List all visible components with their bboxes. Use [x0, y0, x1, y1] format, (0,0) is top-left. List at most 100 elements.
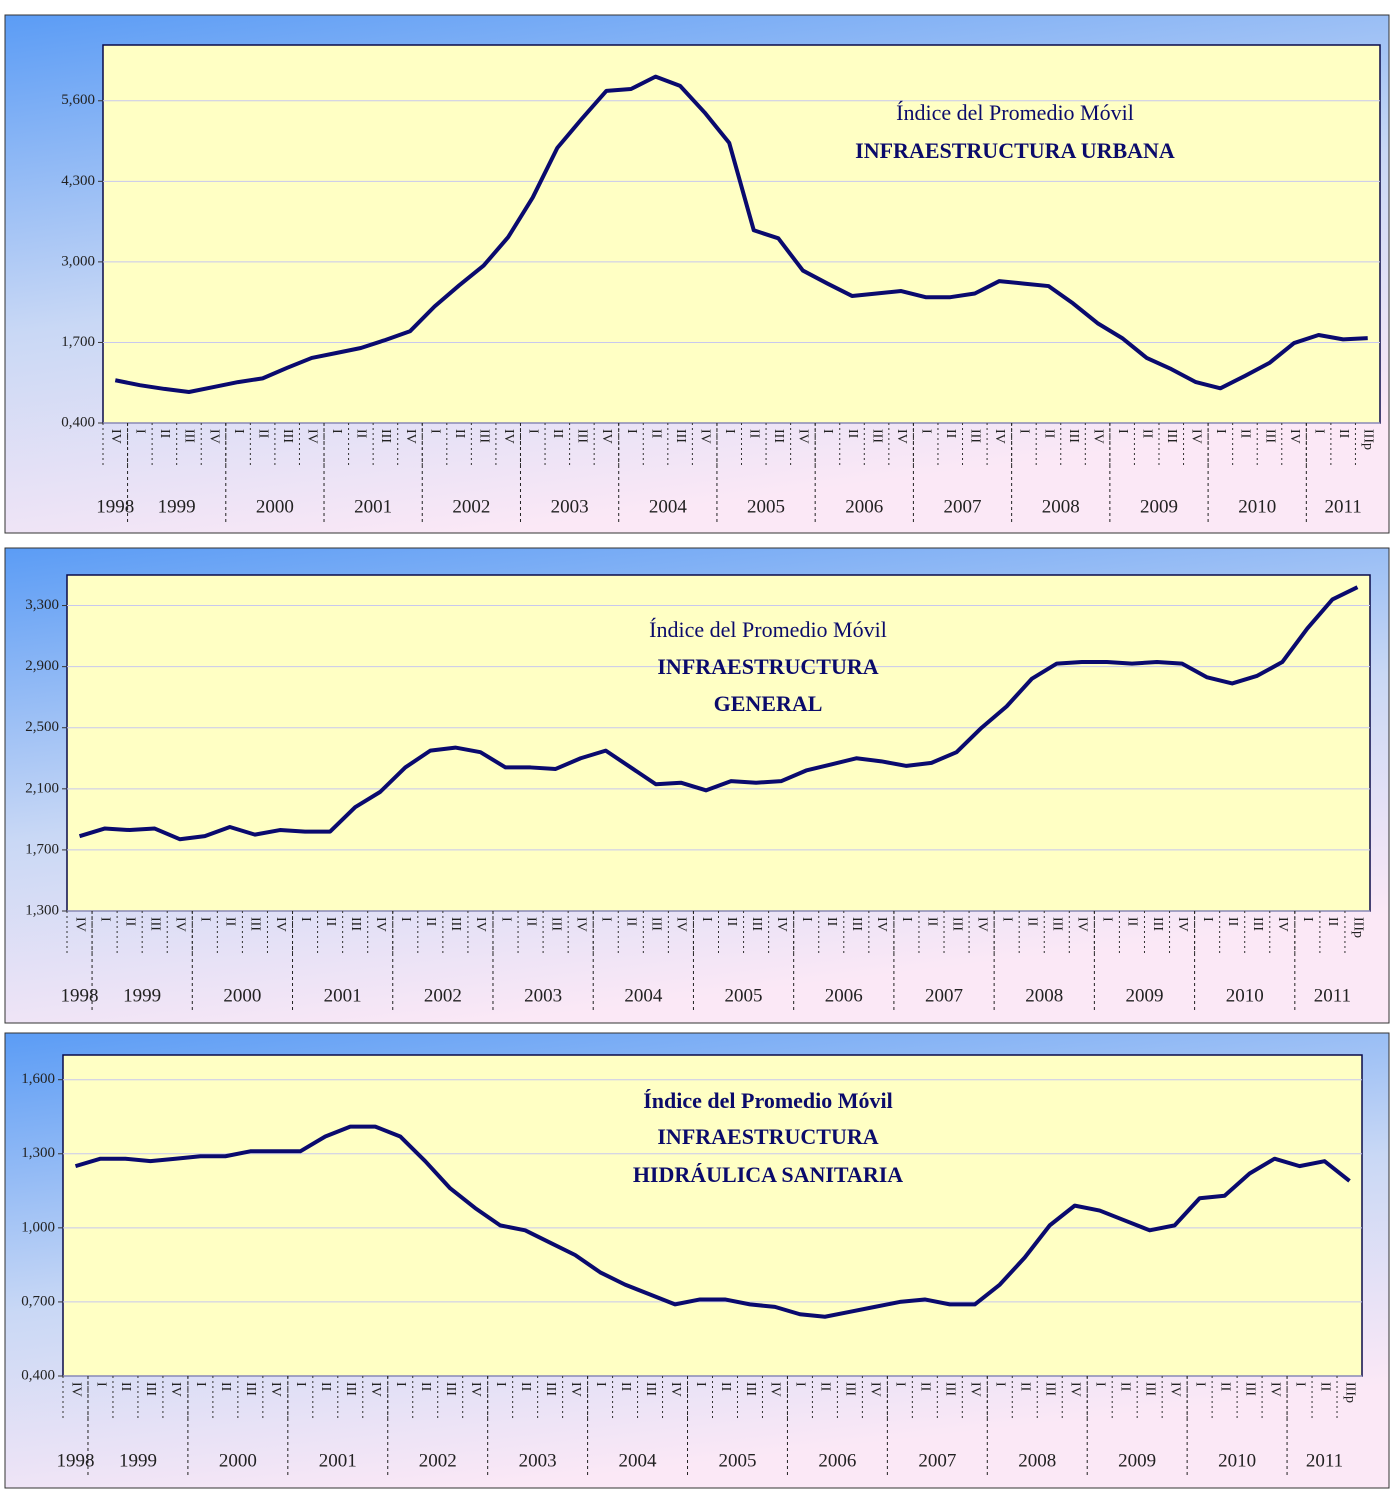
x-tick-label: I	[624, 429, 639, 434]
x-tick-label: II	[1238, 429, 1253, 439]
x-tick-label: III	[378, 429, 393, 443]
x-tick-label: IV	[697, 429, 712, 444]
x-tick-label: IV	[108, 429, 123, 444]
x-tick-label: III	[548, 917, 563, 931]
x-tick-label: I	[97, 917, 112, 922]
x-tick-label: II	[223, 917, 238, 927]
x-tick-label: III	[543, 1382, 558, 1396]
x-tick-label: I	[498, 917, 513, 922]
year-label: 2010	[1218, 1450, 1256, 1471]
year-label: 2000	[256, 496, 294, 517]
x-tick-label: III	[143, 1382, 158, 1396]
x-tick-label: I	[699, 917, 714, 922]
chart-subtitle: GENERAL	[714, 691, 823, 716]
year-label: 2003	[551, 496, 589, 517]
x-tick-label: IV	[568, 1382, 583, 1397]
x-tick-label: IV	[1068, 1382, 1083, 1397]
year-label: 2005	[747, 496, 785, 517]
x-tick-label: IV	[468, 1382, 483, 1397]
x-tick-label: III	[643, 1382, 658, 1396]
y-tick-label: 1,300	[21, 1145, 55, 1161]
chart-title: Índice del Promedio Móvil	[649, 617, 887, 642]
x-tick-label: I	[493, 1382, 508, 1387]
year-label: 2009	[1125, 985, 1163, 1006]
y-tick-label: 3,000	[61, 253, 95, 269]
x-tick-label: II	[452, 429, 467, 439]
x-tick-label: II	[924, 917, 939, 927]
x-tick-label: III	[1142, 1382, 1157, 1396]
x-tick-label: III	[182, 429, 197, 443]
x-tick-label: III	[575, 429, 590, 443]
x-tick-label: II	[255, 429, 270, 439]
x-tick-label: III	[348, 917, 363, 931]
x-tick-label: I	[899, 917, 914, 922]
x-tick-label: II	[1018, 1382, 1033, 1392]
year-label: 2000	[219, 1450, 257, 1471]
x-tick-label: IV	[974, 917, 989, 932]
x-tick-label: I	[1213, 429, 1228, 434]
x-tick-label: II	[1139, 429, 1154, 439]
year-label: 2004	[624, 985, 663, 1006]
x-tick-label: I	[398, 917, 413, 922]
x-tick-label: IV	[1075, 917, 1090, 932]
y-tick-label: 1,300	[25, 902, 59, 918]
x-tick-label: III	[968, 429, 983, 443]
x-tick-label: IV	[868, 1382, 883, 1397]
x-tick-label: III	[673, 429, 688, 443]
year-label: 2007	[925, 985, 963, 1006]
y-tick-label: 1,700	[25, 841, 59, 857]
x-tick-label: IV	[403, 429, 418, 444]
year-label: 1998	[61, 985, 99, 1006]
year-label: 2002	[419, 1450, 457, 1471]
x-tick-label: IV	[206, 429, 221, 444]
x-tick-label: IV	[273, 917, 288, 932]
x-tick-label: I	[820, 429, 835, 434]
x-tick-label: IV	[473, 917, 488, 932]
year-label: 2002	[452, 496, 490, 517]
x-tick-label: IV	[768, 1382, 783, 1397]
x-tick-label: I	[133, 429, 148, 434]
x-tick-label: IV	[1267, 1382, 1282, 1397]
x-tick-label: I	[722, 429, 737, 434]
x-tick-label: IV	[373, 917, 388, 932]
x-tick-label: II	[1325, 917, 1340, 927]
x-tick-label: IV	[668, 1382, 683, 1397]
x-tick-label: II	[523, 917, 538, 927]
x-tick-label: I	[1300, 917, 1315, 922]
x-tick-label: IV	[72, 917, 87, 932]
x-tick-label: IIIp	[1361, 429, 1376, 450]
year-label: 2005	[725, 985, 763, 1006]
year-label: 2001	[354, 496, 392, 517]
x-tick-label: IV	[1275, 917, 1290, 932]
x-tick-label: II	[1041, 429, 1056, 439]
year-label: 2008	[1018, 1450, 1056, 1471]
x-tick-label: III	[343, 1382, 358, 1396]
x-tick-label: I	[1100, 917, 1115, 922]
year-label: 2010	[1226, 985, 1264, 1006]
y-tick-label: 1,600	[21, 1071, 55, 1087]
x-tick-label: II	[824, 917, 839, 927]
x-tick-label: IV	[68, 1382, 83, 1397]
x-tick-label: I	[918, 429, 933, 434]
x-tick-label: II	[550, 429, 565, 439]
x-tick-label: IIIp	[1342, 1382, 1357, 1403]
x-tick-label: II	[648, 429, 663, 439]
x-tick-label: I	[1092, 1382, 1107, 1387]
x-tick-label: I	[793, 1382, 808, 1387]
x-tick-label: I	[593, 1382, 608, 1387]
x-tick-label: IV	[1189, 429, 1204, 444]
year-label: 2009	[1118, 1450, 1156, 1471]
x-tick-label: IV	[168, 1382, 183, 1397]
x-tick-label: IV	[968, 1382, 983, 1397]
x-tick-label: III	[243, 1382, 258, 1396]
x-tick-label: I	[999, 917, 1014, 922]
x-tick-label: IV	[674, 917, 689, 932]
x-tick-label: II	[747, 429, 762, 439]
x-tick-label: III	[869, 429, 884, 443]
x-tick-label: II	[1317, 1382, 1332, 1392]
year-label: 2003	[519, 1450, 557, 1471]
year-label: 2006	[825, 985, 863, 1006]
y-tick-label: 3,300	[25, 597, 59, 613]
x-tick-label: II	[122, 917, 137, 927]
